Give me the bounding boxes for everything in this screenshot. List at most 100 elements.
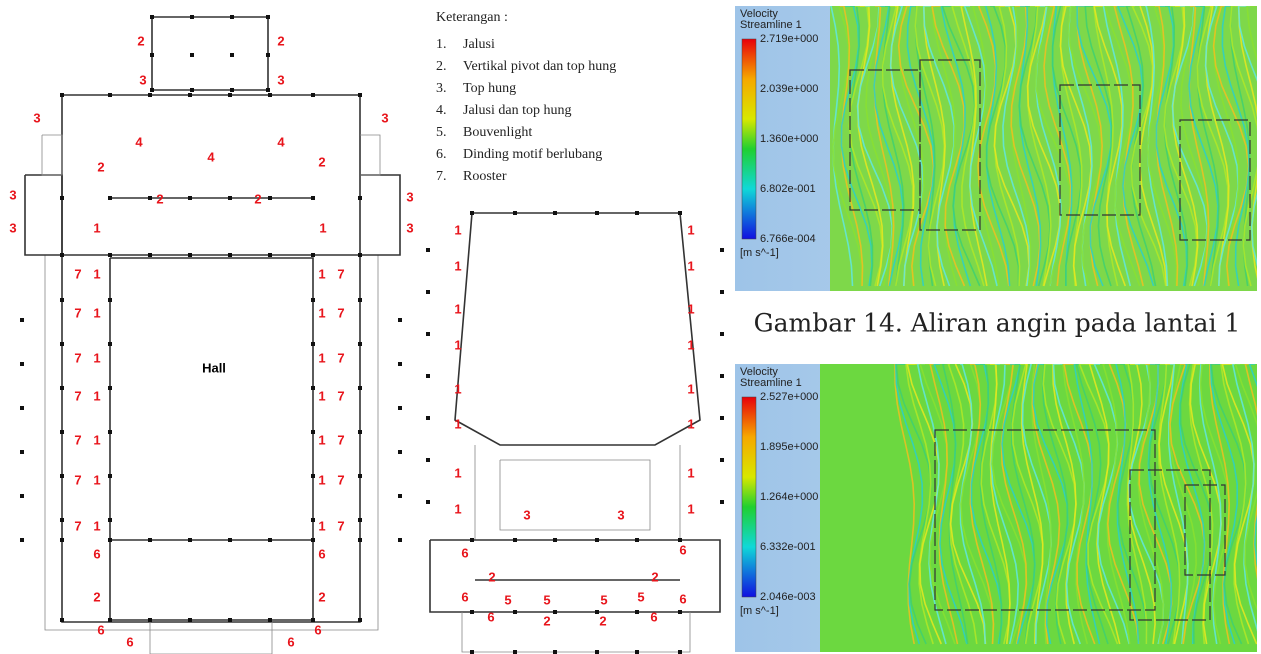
column xyxy=(426,374,430,378)
column xyxy=(108,386,112,390)
column xyxy=(188,196,192,200)
column xyxy=(635,610,639,614)
plan-label: 1 xyxy=(454,465,461,480)
column xyxy=(20,450,24,454)
column xyxy=(595,538,599,542)
column xyxy=(720,290,724,294)
plan-label: 1 xyxy=(93,388,100,403)
room-label: Hall xyxy=(202,360,226,375)
column xyxy=(311,386,315,390)
column xyxy=(150,88,154,92)
column xyxy=(426,248,430,252)
plan-label: 1 xyxy=(318,266,325,281)
colorbar-unit: [m s^-1] xyxy=(740,605,779,617)
plan-label: 2 xyxy=(156,191,163,206)
column xyxy=(398,494,402,498)
legend-text: Bouvenlight xyxy=(463,125,532,140)
plan-label: 1 xyxy=(687,258,694,273)
column xyxy=(311,298,315,302)
plan-label: 2 xyxy=(651,569,658,584)
plan-label: 1 xyxy=(93,472,100,487)
plan-label: 4 xyxy=(135,134,143,149)
column xyxy=(108,298,112,302)
floor-plan-2 xyxy=(430,213,720,652)
column xyxy=(188,93,192,97)
column xyxy=(60,538,64,542)
column xyxy=(60,342,64,346)
plan-label: 3 xyxy=(406,220,413,235)
column xyxy=(426,416,430,420)
column xyxy=(358,342,362,346)
plan-label: 7 xyxy=(337,472,344,487)
column xyxy=(358,298,362,302)
colorbar-label: 1.360e+000 xyxy=(760,133,818,145)
plan-label: 3 xyxy=(9,187,16,202)
column xyxy=(678,610,682,614)
plan-label: 7 xyxy=(337,432,344,447)
plan-label: 4 xyxy=(207,149,215,164)
colorbar-label: 1.895e+000 xyxy=(760,441,818,453)
plan-label: 1 xyxy=(687,222,694,237)
plan-label: 1 xyxy=(454,416,461,431)
column xyxy=(228,618,232,622)
colorbar-label: 2.719e+000 xyxy=(760,33,818,45)
plan-label: 1 xyxy=(93,432,100,447)
page: Keterangan : Gambar 14. Aliran angin pad… xyxy=(0,0,1261,654)
column xyxy=(635,211,639,215)
column xyxy=(228,196,232,200)
column xyxy=(553,650,557,654)
column xyxy=(553,610,557,614)
column xyxy=(358,196,362,200)
plan-label: 1 xyxy=(93,350,100,365)
column xyxy=(595,650,599,654)
column xyxy=(311,518,315,522)
column xyxy=(635,650,639,654)
column xyxy=(266,88,270,92)
plan-label: 7 xyxy=(74,305,81,320)
column xyxy=(108,474,112,478)
plan-label: 6 xyxy=(679,591,686,606)
legend-text: Rooster xyxy=(463,169,507,184)
plan-label: 2 xyxy=(137,33,144,48)
plan-label: 1 xyxy=(687,465,694,480)
plan-label: 1 xyxy=(318,472,325,487)
column xyxy=(108,430,112,434)
plan-label: 7 xyxy=(337,305,344,320)
plan-label: 5 xyxy=(637,589,644,604)
column xyxy=(358,518,362,522)
plan-label: 7 xyxy=(337,266,344,281)
column xyxy=(553,211,557,215)
floor-plan-1 xyxy=(25,17,400,654)
column xyxy=(470,538,474,542)
column xyxy=(108,253,112,257)
colorbar-unit: [m s^-1] xyxy=(740,247,779,259)
column xyxy=(398,406,402,410)
column xyxy=(678,538,682,542)
plan-label: 1 xyxy=(318,305,325,320)
plan-label: 1 xyxy=(454,381,461,396)
column xyxy=(311,93,315,97)
figure: Keterangan : Gambar 14. Aliran angin pad… xyxy=(0,0,1261,654)
column xyxy=(60,386,64,390)
column xyxy=(311,474,315,478)
column xyxy=(268,93,272,97)
plan-label: 1 xyxy=(687,381,694,396)
plan-label: 2 xyxy=(543,613,550,628)
column xyxy=(470,650,474,654)
legend-number: 2. xyxy=(436,59,447,74)
column xyxy=(20,362,24,366)
column xyxy=(311,253,315,257)
column xyxy=(230,88,234,92)
plan-label: 1 xyxy=(687,501,694,516)
plan-label: 2 xyxy=(254,191,261,206)
plan-label: 1 xyxy=(454,258,461,273)
plan-label: 1 xyxy=(93,518,100,533)
plan-label: 5 xyxy=(543,592,550,607)
column xyxy=(720,500,724,504)
plan-label: 4 xyxy=(277,134,285,149)
plan-label: 6 xyxy=(126,634,133,649)
plan-label: 6 xyxy=(314,622,321,637)
plan-label: 6 xyxy=(318,546,325,561)
colorbar-label: 6.332e-001 xyxy=(760,541,816,553)
plan-label: 1 xyxy=(454,301,461,316)
